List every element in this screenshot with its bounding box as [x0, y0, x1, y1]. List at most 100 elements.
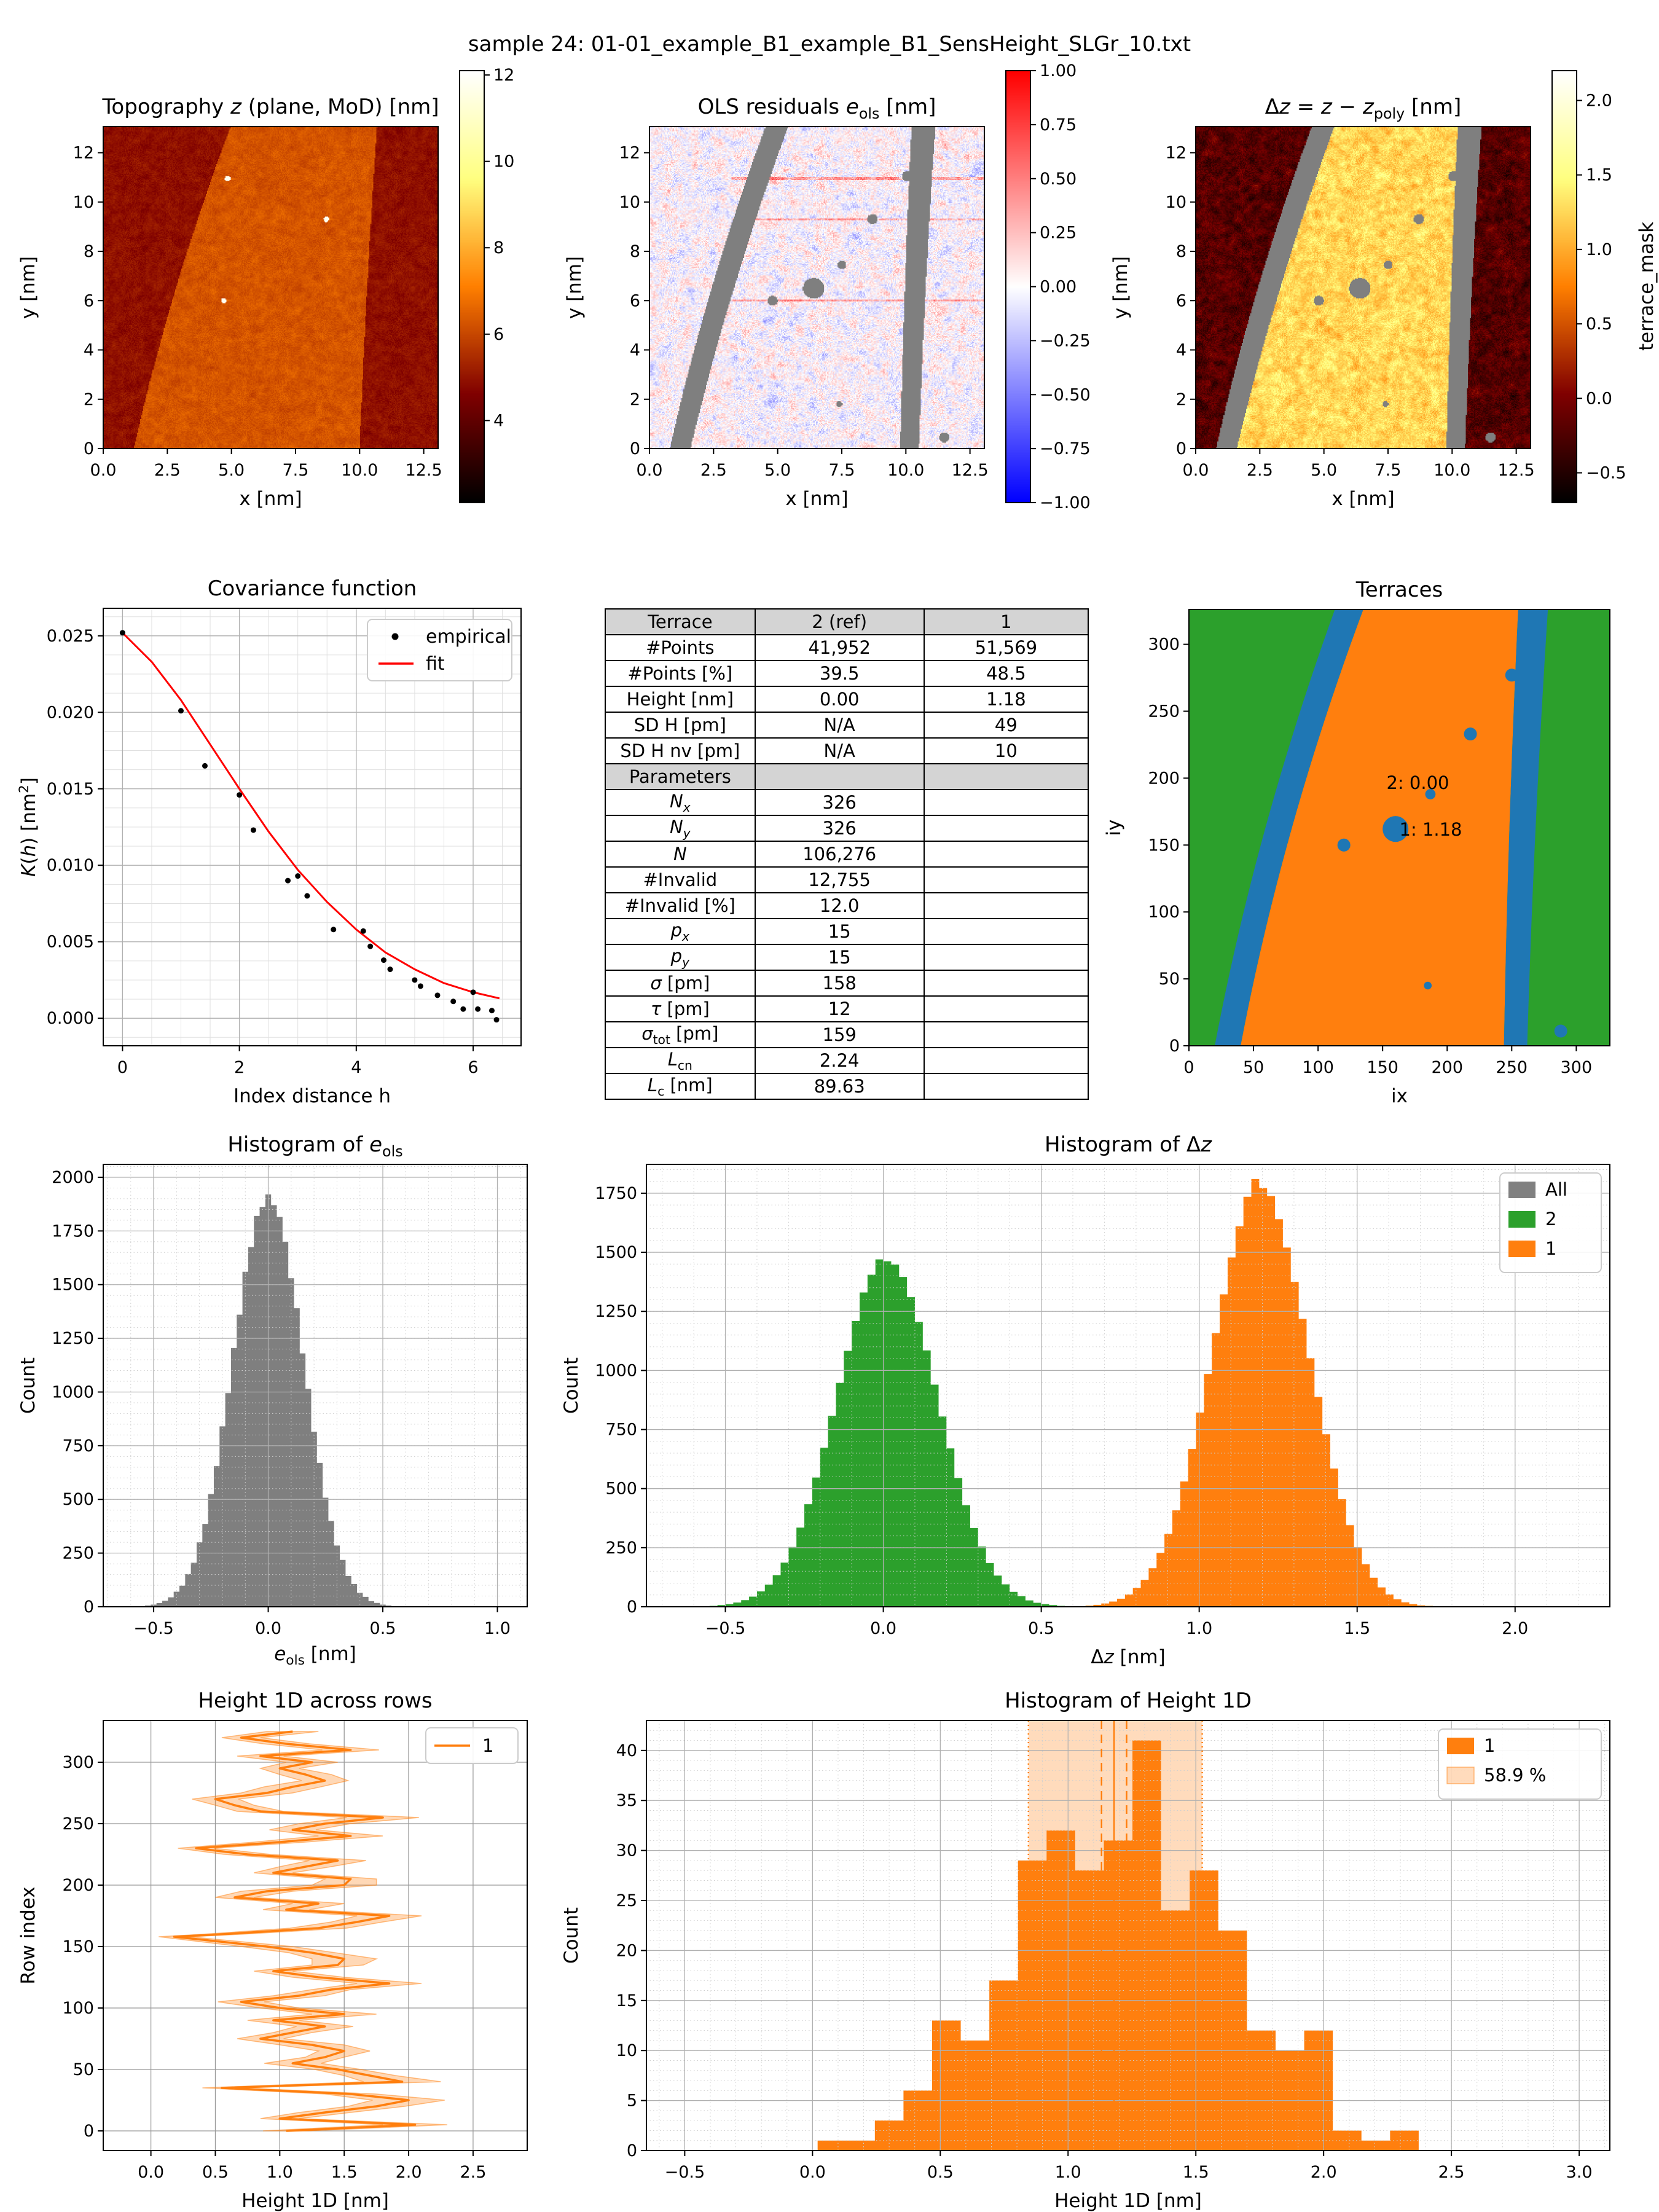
svg-text:500: 500 [62, 1490, 94, 1509]
svg-text:−0.5: −0.5 [1586, 464, 1626, 483]
svg-text:10.0: 10.0 [887, 461, 924, 480]
svg-text:10.0: 10.0 [341, 461, 378, 480]
panel-title: Terraces [1355, 578, 1443, 602]
svg-text:12: 12 [73, 144, 94, 163]
svg-text:1.0: 1.0 [1586, 240, 1612, 259]
panel-title: OLS residuals eols [nm] [697, 95, 936, 122]
svg-text:6: 6 [84, 291, 94, 310]
svg-text:150: 150 [1367, 1058, 1398, 1077]
svg-text:0: 0 [1169, 1037, 1180, 1056]
table-row: N 106,276 [605, 841, 1089, 868]
svg-text:20: 20 [616, 1941, 637, 1960]
svg-text:12: 12 [493, 66, 514, 85]
svg-text:58.9 %: 58.9 % [1484, 1765, 1546, 1786]
svg-text:6: 6 [1176, 291, 1186, 310]
table-row: py 15 [605, 944, 1089, 971]
svg-text:1: 1 [482, 1735, 493, 1756]
table-row: Parameters [605, 763, 1089, 790]
table-row: Lc [nm] 89.63 [605, 1073, 1089, 1100]
svg-text:750: 750 [62, 1437, 94, 1456]
svg-text:100: 100 [1302, 1058, 1334, 1077]
svg-text:300: 300 [1148, 635, 1180, 654]
svg-text:5: 5 [627, 2092, 637, 2111]
svg-text:0.25: 0.25 [1040, 224, 1077, 243]
table-row: #Points [%] 39.5 48.5 [605, 660, 1089, 687]
svg-text:1750: 1750 [595, 1184, 637, 1203]
svg-text:200: 200 [1431, 1058, 1463, 1077]
svg-text:0.0: 0.0 [870, 1619, 896, 1638]
x-axis-label: ix [1391, 1085, 1408, 1107]
table-row: σ [pm] 158 [605, 970, 1089, 997]
svg-text:12.5: 12.5 [406, 461, 442, 480]
svg-text:200: 200 [1148, 769, 1180, 788]
svg-text:2: 2 [84, 390, 94, 409]
svg-text:0.025: 0.025 [47, 627, 94, 646]
svg-text:All: All [1545, 1179, 1567, 1200]
svg-text:10.0: 10.0 [1433, 461, 1470, 480]
svg-text:2.0: 2.0 [396, 2163, 422, 2182]
svg-text:250: 250 [62, 1544, 94, 1563]
x-axis-label: Height 1D [nm] [1054, 2190, 1202, 2212]
svg-text:10: 10 [73, 193, 94, 212]
svg-text:1.5: 1.5 [1183, 2163, 1209, 2182]
colorbar-label-terrace-mask: terrace_mask [1636, 221, 1658, 351]
svg-text:50: 50 [1243, 1058, 1264, 1077]
svg-text:0.5: 0.5 [1586, 315, 1612, 334]
svg-text:250: 250 [62, 1814, 94, 1834]
panel-title: Histogram of Δz [1045, 1132, 1212, 1157]
svg-text:2: 2 [1176, 390, 1186, 409]
table-row: Lcn 2.24 [605, 1047, 1089, 1074]
svg-text:1.5: 1.5 [1586, 166, 1612, 185]
residuals-colorbar [1006, 71, 1030, 503]
x-axis-label: x [nm] [785, 488, 849, 510]
svg-text:2: 0.00: 2: 0.00 [1386, 772, 1449, 793]
svg-text:0.015: 0.015 [47, 780, 94, 799]
svg-text:1: 1 [1484, 1735, 1495, 1756]
svg-text:12: 12 [1166, 144, 1186, 163]
svg-text:1500: 1500 [595, 1243, 637, 1262]
svg-text:12.5: 12.5 [1498, 461, 1535, 480]
svg-text:0: 0 [630, 439, 640, 458]
panel-hist-dz: Histogram of Δz Δz [nm] Count [560, 1132, 1610, 1668]
svg-text:5.0: 5.0 [764, 461, 791, 480]
panel-title: Δz = z − zpoly [nm] [1265, 95, 1462, 122]
panel-title: Height 1D across rows [198, 1688, 433, 1713]
svg-text:7.5: 7.5 [283, 461, 309, 480]
svg-text:0: 0 [84, 2122, 94, 2141]
x-axis-label: x [nm] [239, 488, 302, 510]
table-header-row: Terrace 2 (ref) 1 [605, 608, 1089, 635]
panel-terraces: Terraces ix iy [1103, 578, 1610, 1107]
svg-text:0.005: 0.005 [47, 933, 94, 952]
svg-text:1250: 1250 [52, 1329, 94, 1348]
svg-text:1.0: 1.0 [267, 2163, 293, 2182]
svg-text:2: 2 [234, 1058, 245, 1077]
svg-text:15: 15 [616, 1991, 637, 2010]
svg-text:250: 250 [605, 1539, 637, 1558]
svg-text:1000: 1000 [595, 1361, 637, 1380]
panel-title: Topography z (plane, MoD) [nm] [102, 95, 439, 119]
svg-text:2.0: 2.0 [1502, 1619, 1528, 1638]
topography-heatmap-image [103, 127, 438, 449]
svg-text:0.0: 0.0 [1586, 389, 1612, 408]
svg-text:1000: 1000 [52, 1382, 94, 1402]
svg-text:−0.50: −0.50 [1040, 385, 1091, 404]
svg-text:0: 0 [1183, 1058, 1194, 1077]
svg-text:12.5: 12.5 [952, 461, 989, 480]
panel-delta-z: Δz = z − zpoly [nm] x [nm] y [nm] [1110, 95, 1531, 510]
table-row: Ny 326 [605, 815, 1089, 842]
stats-table: Terrace 2 (ref) 1 #Points 41,952 51,569 #Point… [605, 608, 1089, 1100]
panel-height1d-rows: Height 1D across rows Height 1D [nm] Row… [17, 1688, 527, 2212]
svg-text:1.00: 1.00 [1040, 61, 1077, 80]
svg-text:−0.5: −0.5 [665, 2163, 705, 2182]
panel-title: Histogram of Height 1D [1005, 1688, 1252, 1713]
svg-text:8: 8 [630, 242, 640, 261]
svg-text:1: 1 [1545, 1238, 1556, 1259]
svg-text:25: 25 [616, 1891, 637, 1910]
svg-text:30: 30 [616, 1841, 637, 1861]
svg-text:0.0: 0.0 [637, 461, 663, 480]
svg-text:0.000: 0.000 [47, 1009, 94, 1028]
svg-text:2: 2 [1545, 1209, 1556, 1230]
svg-text:5.0: 5.0 [1311, 461, 1337, 480]
svg-text:0.75: 0.75 [1040, 116, 1077, 135]
